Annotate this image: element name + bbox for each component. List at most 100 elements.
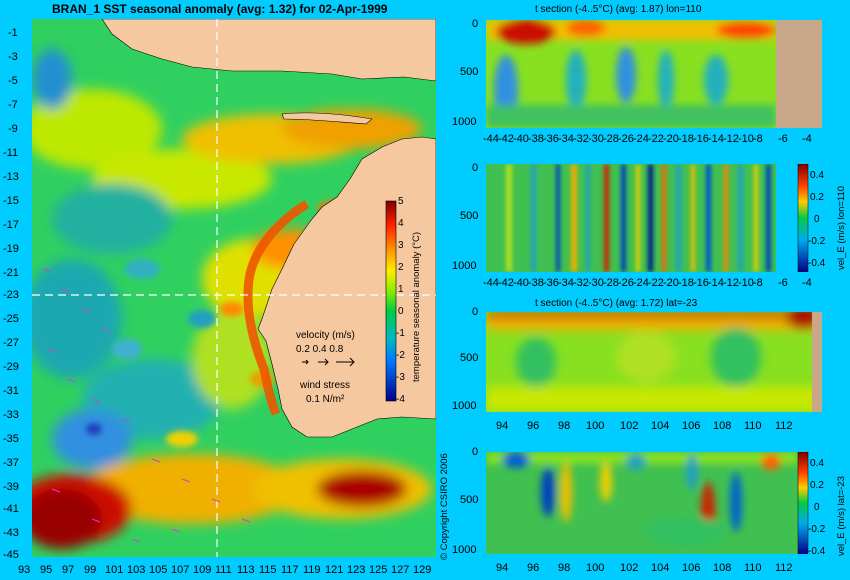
map-coastal-current: [243, 200, 310, 416]
section2-y-tick: 500: [460, 210, 479, 222]
section1-x-tick: -4: [802, 133, 812, 145]
map-y-tick: -19: [3, 243, 19, 255]
map-x-tick: 115: [259, 564, 277, 576]
section2-x-tick: -14: [708, 277, 724, 289]
map-x-tick: 107: [171, 564, 190, 576]
section4-x-tick: 94: [496, 562, 509, 574]
map-x-tick: 125: [369, 564, 388, 576]
section1-x-tick: -34: [558, 133, 574, 145]
section1-x-tick: -14: [708, 133, 724, 145]
section2-x-tick: -10: [738, 277, 754, 289]
section2-x-tick: -28: [603, 277, 619, 289]
section4-cbar-tick: 0.4: [810, 458, 824, 469]
sst-map: [32, 19, 436, 557]
section2-colorbar: [797, 164, 809, 272]
velocity-legend-title: velocity (m/s): [296, 330, 355, 341]
section4-x-tick: 98: [558, 562, 571, 574]
map-x-tick: 93: [18, 564, 31, 576]
map-cbar-tick: 2: [398, 262, 404, 273]
section2-x-tick: -34: [558, 277, 574, 289]
map-cbar-tick: 5: [398, 196, 404, 207]
section1-x-tick: -30: [588, 133, 604, 145]
section2-x-tick: -26: [618, 277, 634, 289]
section1-title: t section (-4..5°C) (avg: 1.87) lon=110: [535, 4, 702, 15]
section3-y-tick: 0: [472, 306, 479, 318]
map-y-tick: -45: [3, 549, 19, 561]
section2-x-tick: -22: [648, 277, 664, 289]
section2-x-tick: -8: [753, 277, 763, 289]
section4-cbar-tick: -0.2: [808, 524, 826, 535]
section1-x-tick: -22: [648, 133, 664, 145]
map-title: BRAN_1 SST seasonal anomaly (avg: 1.32) …: [52, 2, 388, 16]
map-y-tick: -33: [3, 409, 19, 421]
section4-y-tick: 0: [472, 446, 479, 458]
section1-x-tick: -10: [738, 133, 754, 145]
map-x-tick: 121: [325, 564, 344, 576]
section2-cbar-tick: 0.4: [810, 170, 824, 181]
section3-plot: [486, 312, 822, 412]
section4-cbar-tick: 0: [814, 502, 820, 513]
section4-x-tick: 96: [527, 562, 540, 574]
map-x-tick: 129: [413, 564, 432, 576]
section2-x-tick: -16: [693, 277, 709, 289]
section4-field: [486, 452, 798, 547]
section4-x-tick: 110: [744, 562, 762, 574]
section2-y-tick: 0: [472, 162, 479, 174]
section2-cbar-tick: -0.2: [808, 236, 826, 247]
section2-cbar-tick: 0: [814, 214, 820, 225]
section2-plot: [486, 164, 809, 272]
map-y-tick: -15: [3, 195, 19, 207]
section2-x-tick: -32: [573, 277, 589, 289]
map-y-tick: -23: [3, 289, 19, 301]
map-anomaly-field: [32, 49, 432, 549]
section1-x-tick: -38: [528, 133, 544, 145]
map-y-tick: -31: [3, 385, 19, 397]
section1-x-tick: -44: [483, 133, 499, 145]
map-x-tick: 105: [149, 564, 168, 576]
section1-x-tick: -28: [603, 133, 619, 145]
map-x-tick: 111: [215, 564, 232, 576]
map-x-tick: 127: [391, 564, 410, 576]
map-x-tick: 123: [347, 564, 366, 576]
map-land-timor: [281, 112, 373, 125]
section3-x-tick: 104: [651, 420, 670, 432]
section2-x-tick: -24: [633, 277, 649, 289]
section2-y-tick: 1000: [452, 260, 477, 272]
section3-y-tick: 500: [460, 352, 479, 364]
section1-land: [776, 20, 822, 128]
section4-cbar-tick: -0.4: [808, 546, 826, 557]
map-cbar-tick: 0: [398, 306, 404, 317]
section3-x-tick: 112: [775, 420, 793, 432]
section2-x-tick: -36: [543, 277, 559, 289]
section3-x-tick: 96: [527, 420, 540, 432]
map-cbar-tick: -4: [396, 394, 405, 405]
map-cbar-tick: -2: [396, 350, 405, 361]
section1-x-tick: -18: [678, 133, 694, 145]
section1-x-tick: -36: [543, 133, 559, 145]
section3-x-tick: 98: [558, 420, 571, 432]
map-cbar-tick: -1: [396, 328, 405, 339]
section2-base: [486, 164, 776, 272]
map-y-tick: -21: [3, 267, 19, 279]
section1-y-tick: 1000: [452, 116, 477, 128]
map-y-tick: -9: [8, 123, 18, 135]
section3-x-tick: 100: [586, 420, 605, 432]
wind-legend-title: wind stress: [300, 380, 351, 391]
section4-colorbar: [797, 452, 809, 554]
velocity-legend-arrows: [302, 357, 355, 367]
section1-x-tick: -8: [753, 133, 763, 145]
section2-stripes: [506, 164, 771, 272]
section3-x-tick: 110: [744, 420, 762, 432]
section1-plot: [486, 20, 822, 128]
map-y-tick: -35: [3, 433, 19, 445]
map-y-tick: -5: [8, 75, 18, 87]
section2-cbar-tick: -0.4: [808, 258, 826, 269]
map-y-tick: -13: [3, 171, 19, 183]
section2-x-tick: -44: [483, 277, 499, 289]
map-y-tick: -43: [3, 527, 19, 539]
section3-x-tick: 94: [496, 420, 509, 432]
section4-base: [486, 452, 798, 554]
section4-x-tick: 108: [713, 562, 732, 574]
section3-land: [812, 312, 822, 412]
section4-x-tick: 100: [586, 562, 605, 574]
